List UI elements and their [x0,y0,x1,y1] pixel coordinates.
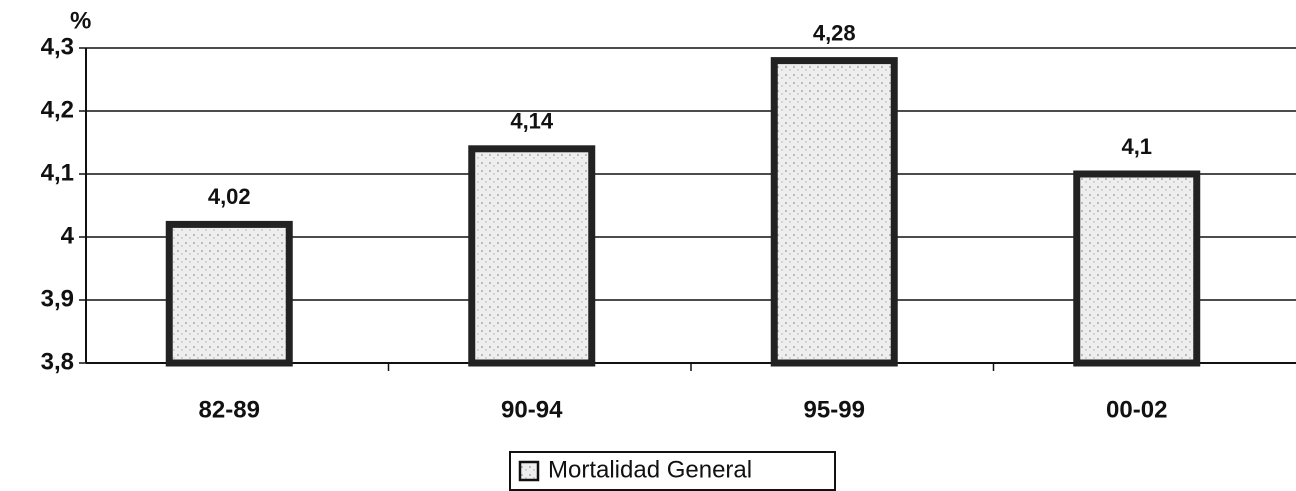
bar [770,57,898,367]
y-tick-label: 4,1 [41,159,74,186]
y-tick-label: 4,3 [41,33,74,60]
bar [165,220,293,367]
value-label: 4,28 [813,20,856,45]
legend-swatch [518,460,540,482]
x-tick-label: 82-89 [199,396,260,423]
value-label: 4,1 [1121,134,1152,159]
bar [1073,170,1201,367]
value-label: 4,02 [208,184,251,209]
y-tick-label: 4 [61,222,75,249]
legend-label: Mortalidad General [548,456,752,483]
y-tick-label: 3,8 [41,348,74,375]
y-axis-label: % [70,7,91,34]
x-tick-label: 00-02 [1106,396,1167,423]
y-tick-label: 4,2 [41,96,74,123]
y-tick-label: 3,9 [41,285,74,312]
x-tick-label: 90-94 [501,396,563,423]
legend-box [509,451,836,491]
x-tick-label: 95-99 [804,396,865,423]
bar [468,145,596,367]
value-label: 4,14 [510,109,554,134]
